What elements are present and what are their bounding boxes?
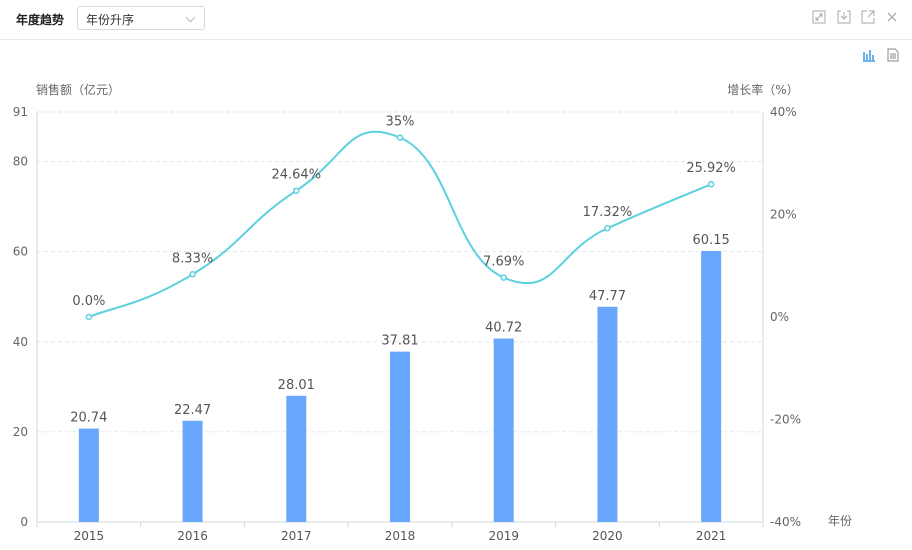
growth-value-label: 8.33% [172,251,213,266]
right-tick-label: 20% [770,208,797,222]
right-axis-title: 增长率（%） [727,82,798,97]
left-tick-label: 0 [20,515,28,529]
bar [286,395,307,522]
bar-value-label: 20.74 [70,411,107,426]
left-tick-label: 20 [13,425,28,439]
x-tick-label: 2016 [177,529,208,543]
left-tick-label: 80 [13,155,28,169]
sort-select-value: 年份升序 [86,13,135,27]
growth-point [396,134,404,141]
growth-point [500,274,507,281]
bar [597,306,618,522]
growth-point [85,313,93,321]
bar-value-label: 22.47 [174,403,211,418]
bar [701,250,722,522]
x-tick-label: 2018 [385,529,416,543]
growth-value-label: 24.64% [271,168,321,183]
open-external-icon[interactable] [861,10,875,24]
close-icon[interactable] [885,10,899,24]
panel-header: 年度趋势 年份升序 [0,0,912,40]
growth-value-label: 7.69% [483,255,524,270]
x-tick-label: 2015 [74,529,105,543]
left-tick-label: 40 [13,335,28,349]
x-tick-label: 2020 [592,529,623,543]
download-icon[interactable] [837,10,851,24]
right-tick-label: -40% [770,515,801,529]
bar-value-label: 37.81 [381,334,418,349]
bar [182,420,203,522]
fullscreen-icon[interactable] [812,10,826,24]
bar-value-label: 40.72 [485,321,522,336]
bar [78,428,99,522]
x-tick-label: 2019 [488,529,519,543]
growth-value-label: 17.32% [583,205,633,220]
table-view-icon[interactable] [886,48,900,62]
chart-view-icon[interactable] [862,48,876,62]
bar-value-label: 47.77 [589,289,626,304]
bar-value-label: 28.01 [278,378,315,393]
sort-select[interactable]: 年份升序 [77,6,205,30]
bar [493,338,514,522]
growth-point [604,224,611,232]
growth-value-label: 25.92% [686,161,736,176]
panel-title: 年度趋势 [16,13,65,27]
left-axis-title: 销售额（亿元） [36,82,120,97]
growth-point [189,271,196,278]
growth-line [88,130,712,318]
growth-value-label: 0.0% [72,294,105,309]
growth-value-label: 35% [386,115,415,130]
x-tick-label: 2017 [281,529,312,543]
bar [390,351,410,522]
growth-point [293,187,300,194]
right-tick-label: 0% [770,310,789,324]
right-tick-label: 40% [770,105,797,119]
left-tick-label: 60 [13,245,28,259]
x-axis-title: 年份 [828,514,852,528]
left-tick-label: 91 [13,105,28,119]
right-tick-label: -20% [770,413,801,427]
x-tick-label: 2021 [696,529,727,543]
bar-value-label: 60.15 [693,233,730,248]
growth-point [707,180,715,188]
